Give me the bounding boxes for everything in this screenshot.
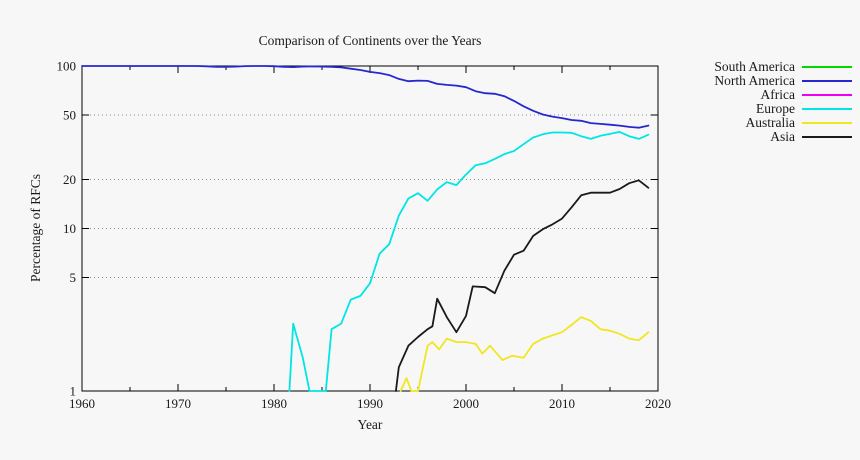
x-tick-label: 2020 (645, 396, 671, 411)
legend-item-africa: Africa (660, 88, 852, 102)
legend-label-australia: Australia (745, 115, 796, 130)
y-tick-label: 20 (63, 172, 76, 187)
legend-label-africa: Africa (760, 87, 795, 102)
legend-line-swatch-asia (802, 136, 852, 138)
legend-line-swatch-australia (802, 122, 852, 124)
legend-label-south-america: South America (714, 59, 795, 74)
x-tick-label: 1960 (69, 396, 95, 411)
y-tick-label: 100 (57, 59, 77, 74)
legend-label-asia: Asia (770, 129, 795, 144)
legend-item-asia: Asia (660, 130, 852, 144)
x-tick-label: 1970 (165, 396, 191, 411)
series-line-north-america (81, 65, 650, 129)
x-tick-label: 1980 (261, 396, 287, 411)
series-line-asia (394, 179, 650, 392)
x-tick-label: 2010 (549, 396, 575, 411)
series-line-australia (399, 316, 650, 392)
y-tick-label: 10 (63, 221, 76, 236)
legend-label-europe: Europe (756, 101, 795, 116)
legend: South America North America Africa Europe Au… (660, 60, 852, 144)
y-tick-label: 1 (70, 384, 77, 399)
legend-line-swatch-africa (802, 94, 852, 96)
series-line-europe (288, 130, 650, 392)
legend-line-swatch-north-america (802, 80, 852, 82)
y-tick-label: 50 (63, 107, 76, 122)
x-tick-label: 2000 (453, 396, 479, 411)
legend-item-north-america: North America (660, 74, 852, 88)
legend-item-europe: Europe (660, 102, 852, 116)
legend-item-south-america: South America (660, 60, 852, 74)
y-tick-label: 5 (70, 270, 77, 285)
x-axis-label: Year (357, 417, 383, 432)
x-tick-label: 1990 (357, 396, 383, 411)
legend-line-swatch-south-america (802, 66, 852, 68)
legend-label-north-america: North America (714, 73, 795, 88)
chart-title: Comparison of Continents over the Years (258, 33, 482, 48)
legend-line-swatch-europe (802, 108, 852, 110)
legend-item-australia: Australia (660, 116, 852, 130)
